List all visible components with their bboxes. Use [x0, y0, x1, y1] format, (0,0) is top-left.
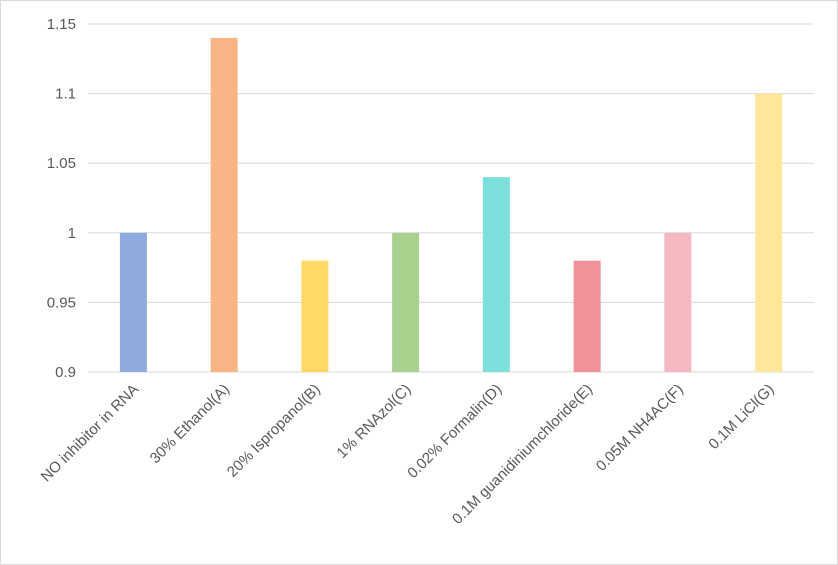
y-axis-ticks: 0.9 0.95 1 1.05 1.1 1.15 — [47, 16, 76, 381]
x-category-label: 20% Ispropanol(B) — [224, 381, 324, 481]
y-tick-label: 1.05 — [47, 155, 76, 172]
x-category-label: 1% RNAzol(C) — [333, 381, 414, 462]
y-tick-label: 0.9 — [55, 364, 76, 381]
bar — [482, 177, 510, 372]
bar — [119, 232, 147, 372]
y-tick-label: 1.15 — [47, 16, 76, 33]
bar — [664, 232, 692, 372]
bar — [210, 37, 238, 373]
x-category-label: 0.1M LiCl(G) — [705, 381, 777, 453]
bar — [573, 260, 601, 372]
bar — [301, 260, 329, 372]
x-category-label: 30% Ethanol(A) — [147, 381, 233, 467]
bar — [392, 232, 420, 372]
x-category-label: 0.02% Formalin(D) — [404, 381, 505, 482]
bar — [755, 93, 783, 372]
x-category-label: 0.05M NH4AC(F) — [593, 381, 687, 475]
y-tick-label: 1 — [68, 225, 76, 242]
y-tick-label: 1.1 — [55, 86, 76, 103]
bars — [119, 37, 783, 373]
gridlines — [88, 23, 814, 373]
y-tick-label: 0.95 — [47, 294, 76, 311]
x-axis-labels: NO inhibitor in RNA 30% Ethanol(A)20% Isp… — [38, 381, 778, 528]
x-category-label: NO inhibitor in RNA — [38, 381, 143, 486]
